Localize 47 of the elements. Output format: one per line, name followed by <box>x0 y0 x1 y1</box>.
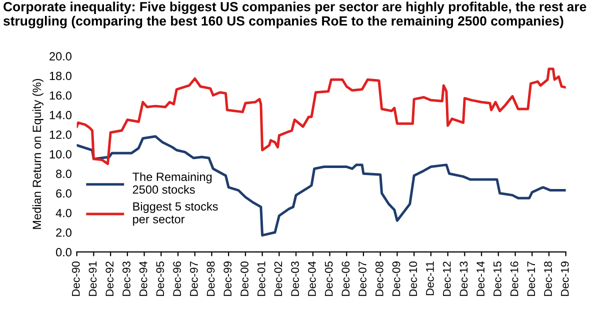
y-tick-label: 6.0 <box>56 189 72 198</box>
x-tick-label: Dec-04 <box>308 261 316 296</box>
x-tick-label: Dec-12 <box>442 262 451 296</box>
x-tick-label: Dec-13 <box>460 262 468 296</box>
x-tick-label: Dec-98 <box>206 261 215 296</box>
x-tick-label: Dec-08 <box>375 261 384 296</box>
y-tick-label: 2.0 <box>56 228 72 237</box>
x-tick-label: Dec-02 <box>274 262 282 296</box>
legend-label: The Remaining 2500 stocks <box>132 172 212 194</box>
y-tick-label: 0.0 <box>56 248 72 256</box>
x-tick-label: Dec-93 <box>122 262 130 296</box>
x-tick-label: Dec-14 <box>476 261 484 296</box>
x-tick-label: Dec-07 <box>358 262 366 296</box>
x-tick-label: Dec-96 <box>173 262 181 296</box>
legend-label: Biggest 5 stocks per sector <box>133 202 218 226</box>
x-tick-label: Dec-09 <box>392 262 400 296</box>
y-tick-label: 12.0 <box>50 130 72 139</box>
x-tick-label: Dec-94 <box>139 261 148 296</box>
x-tick-label: Dec-16 <box>510 262 518 296</box>
x-tick-label: Dec-11 <box>426 262 434 296</box>
y-axis-title: Median Return on Equity (%) <box>32 78 44 229</box>
y-tick-label: 8.0 <box>56 170 72 178</box>
y-tick-label: 10.0 <box>50 150 72 158</box>
chart-title: Corporate inequality: Five biggest US companies per sector are highly profitable, the rest are struggling (comparing the best 160 US companies RoE to the remaining 2500 companies) <box>3 2 586 28</box>
x-tick-label: Dec-05 <box>324 261 333 296</box>
x-tick-label: Dec-17 <box>527 262 536 296</box>
y-tick-label: 16.0 <box>50 91 72 100</box>
line-series <box>76 68 566 166</box>
x-tick-label: Dec-95 <box>156 261 164 296</box>
y-tick-label: 4.0 <box>56 208 72 218</box>
y-tick-label: 20.0 <box>50 52 72 60</box>
x-tick-label: Dec-99 <box>224 262 232 296</box>
x-tick-label: Dec-92 <box>106 262 114 296</box>
x-tick-label: Dec-18 <box>544 261 552 296</box>
x-tick-label: Dec-01 <box>257 262 266 296</box>
x-tick-label: Dec-00 <box>240 261 248 296</box>
x-tick-label: Dec-97 <box>190 262 198 296</box>
x-tick-label: Dec-06 <box>342 262 350 296</box>
x-tick-label: Dec-91 <box>88 262 97 296</box>
x-tick-label: Dec-03 <box>291 262 299 296</box>
x-tick-label: Dec-90 <box>72 261 80 296</box>
x-tick-label: Dec-15 <box>494 261 502 296</box>
x-tick-label: Dec-10 <box>409 261 418 296</box>
x-tick-label: Dec-19 <box>560 262 569 296</box>
y-tick-label: 18.0 <box>50 72 72 80</box>
y-tick-label: 14.0 <box>50 110 72 120</box>
line-series <box>76 135 566 237</box>
